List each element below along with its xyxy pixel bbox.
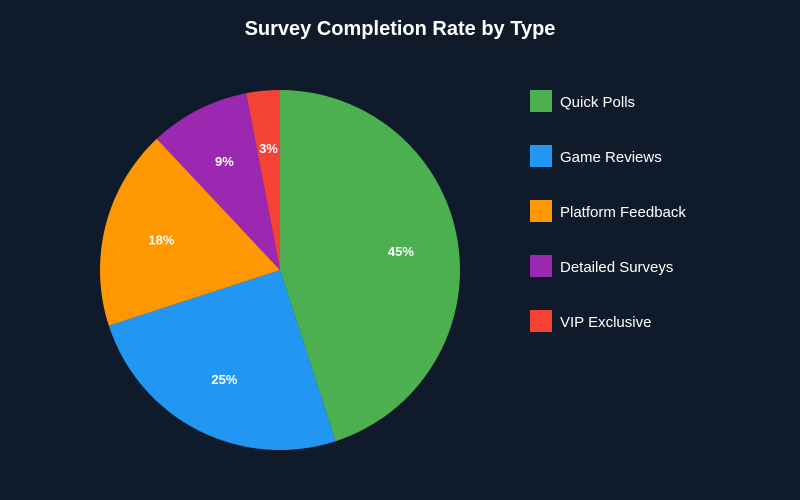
chart-title: Survey Completion Rate by Type	[245, 18, 556, 40]
legend-swatch-quick-polls	[530, 90, 552, 112]
legend-item-vip-exclusive: VIP Exclusive	[530, 310, 651, 332]
legend-item-platform-feedback: Platform Feedback	[530, 200, 686, 222]
legend-swatch-vip-exclusive	[530, 310, 552, 332]
pie-slice-game-reviews	[108, 270, 336, 451]
slice-label-platform-feedback: 18%	[148, 233, 174, 248]
legend-item-quick-polls: Quick Polls	[530, 90, 635, 112]
legend-swatch-platform-feedback	[530, 200, 552, 222]
legend-label-game-reviews: Game Reviews	[560, 149, 662, 166]
legend: Quick Polls Game Reviews Platform Feedback…	[530, 90, 686, 332]
pie-slice-quick-polls	[280, 89, 461, 442]
pie-slices	[100, 89, 461, 451]
pie-slice-vip-exclusive	[246, 90, 280, 270]
legend-swatch-game-reviews	[530, 145, 552, 167]
legend-swatch-detailed-surveys	[530, 255, 552, 277]
slice-label-detailed-surveys: 9%	[215, 154, 234, 169]
slice-label-game-reviews: 25%	[211, 372, 237, 387]
pie-slice-detailed-surveys	[156, 93, 280, 270]
pie-slice-platform-feedback	[100, 138, 281, 326]
legend-label-quick-polls: Quick Polls	[560, 94, 635, 111]
slice-label-vip-exclusive: 3%	[259, 141, 278, 156]
pie-slice-labels: 45% 25% 18% 9% 3%	[148, 141, 414, 387]
legend-label-platform-feedback: Platform Feedback	[560, 204, 686, 221]
legend-label-detailed-surveys: Detailed Surveys	[560, 259, 673, 276]
slice-label-quick-polls: 45%	[388, 244, 414, 259]
legend-item-detailed-surveys: Detailed Surveys	[530, 255, 673, 277]
legend-item-game-reviews: Game Reviews	[530, 145, 662, 167]
legend-label-vip-exclusive: VIP Exclusive	[560, 314, 651, 331]
